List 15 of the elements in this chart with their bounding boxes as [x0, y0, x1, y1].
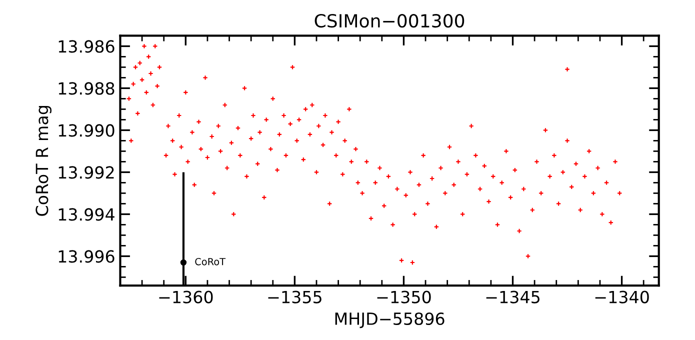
y-tick-label: 13.992: [58, 166, 114, 179]
y-tick-label: 13.990: [58, 124, 114, 137]
x-tick-label: −1340: [595, 290, 649, 304]
chart-title: CSIMon−001300: [314, 14, 464, 28]
x-axis-title: MHJD−55896: [335, 312, 444, 328]
y-tick-label: 13.986: [58, 40, 114, 53]
x-tick-label: −1345: [486, 290, 540, 304]
y-tick-label: 13.996: [58, 250, 114, 263]
y-tick-label: 13.988: [58, 82, 114, 95]
y-tick-label: 13.994: [58, 208, 114, 221]
x-tick-label: −1360: [159, 290, 213, 304]
annotation: CoRoT: [195, 258, 226, 266]
y-axis-title: CoRoT R mag: [36, 106, 52, 216]
x-tick-label: −1355: [268, 290, 322, 304]
x-tick-label: −1350: [377, 290, 431, 304]
